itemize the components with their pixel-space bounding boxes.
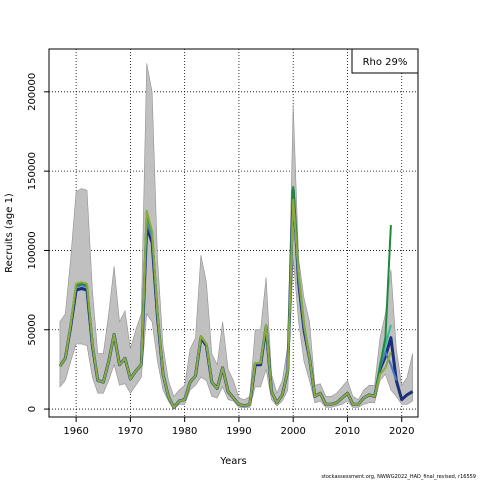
legend-entry-rho: Rho 29% (363, 57, 408, 68)
x-tick-label-1970: 1970 (118, 426, 143, 437)
series-lines (58, 186, 414, 409)
x-tick-label-1960: 1960 (63, 426, 88, 437)
x-tick-label-1990: 1990 (226, 426, 251, 437)
y-axis: 0 50000 100000 150000 200000 (27, 73, 49, 412)
y-tick-label-150000: 150000 (27, 152, 38, 190)
x-axis-title: Years (219, 456, 246, 467)
x-tick-label-2010: 2010 (335, 426, 360, 437)
x-tick-label-1980: 1980 (172, 426, 197, 437)
y-tick-label-50000: 50000 (27, 314, 38, 346)
x-tick-label-2020: 2020 (389, 426, 414, 437)
x-axis: 1960 1970 1980 1990 2000 2010 2020 (63, 417, 414, 437)
legend-box (351, 48, 419, 74)
y-tick-label-100000: 100000 (27, 231, 38, 269)
y-tick-label-0: 0 (27, 406, 38, 412)
confidence-band (59, 63, 413, 410)
y-tick-label-200000: 200000 (27, 73, 38, 111)
legend: Rho 29% (351, 48, 419, 74)
series-line-5 (59, 198, 392, 409)
source-footnote: stockassessment.org, NWWG2022_HAD_final_… (321, 474, 476, 480)
plot-frame (48, 48, 419, 418)
y-axis-title: Recruits (age 1) (4, 193, 15, 273)
confidence-band-area (59, 63, 413, 410)
x-tick-label-2000: 2000 (280, 426, 305, 437)
